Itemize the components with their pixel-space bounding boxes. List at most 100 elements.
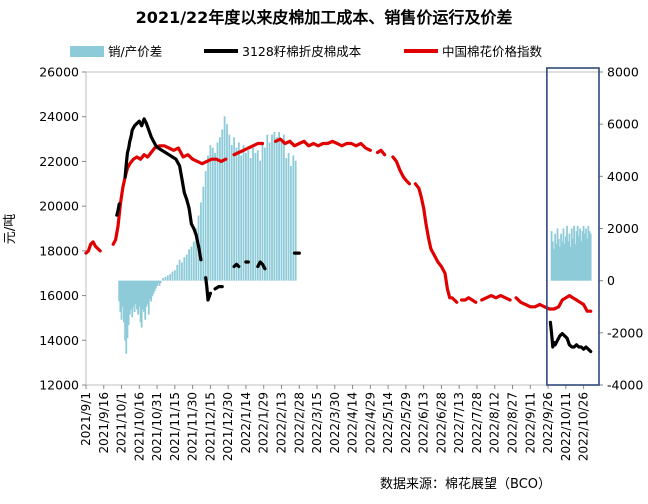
spread-bar xyxy=(216,142,219,281)
spread-bar xyxy=(202,186,205,281)
x-tick-label: 2022/3/30 xyxy=(328,392,342,454)
spread-bar xyxy=(228,134,231,281)
spread-bar xyxy=(183,257,186,281)
spread-bar xyxy=(134,280,137,305)
spread-bar xyxy=(263,147,266,281)
spread-bar xyxy=(589,233,592,281)
y-right-tick-label: -2000 xyxy=(607,325,643,340)
spread-bar xyxy=(562,228,565,281)
spread-bar xyxy=(567,241,570,281)
spread-bar xyxy=(278,131,281,281)
spread-bar xyxy=(192,241,195,281)
spread-bar xyxy=(574,244,577,281)
spread-bar xyxy=(128,280,131,315)
spread-bar xyxy=(259,160,262,281)
spread-bar xyxy=(119,280,122,312)
y-right-tick-label: 0 xyxy=(607,273,615,288)
spread-bar xyxy=(120,280,123,320)
spread-bar xyxy=(554,233,557,281)
cost-line-segment xyxy=(115,202,121,217)
spread-bar xyxy=(256,150,259,281)
legend-swatch-spread xyxy=(70,46,104,57)
x-tick-label: 2022/2/28 xyxy=(292,392,306,454)
spread-bar xyxy=(249,158,252,281)
spread-bar xyxy=(181,262,183,281)
x-tick-label: 2022/4/14 xyxy=(346,392,360,454)
spread-bar xyxy=(156,280,158,286)
spread-bar xyxy=(126,280,129,339)
x-tick-label: 2022/8/12 xyxy=(488,392,502,454)
spread-bar xyxy=(237,142,240,281)
spread-bar xyxy=(586,238,589,281)
spread-bar xyxy=(166,275,169,281)
index-line-segment xyxy=(391,155,411,186)
legend-label-spread: 销/产价差 xyxy=(108,44,162,59)
spread-bar xyxy=(235,147,238,281)
y-left-tick-label: 26000 xyxy=(39,65,79,80)
spread-bar xyxy=(176,265,179,281)
y-left-tick-label: 24000 xyxy=(39,109,79,124)
spread-bar xyxy=(551,241,554,281)
spread-bar xyxy=(150,280,153,302)
spread-bar xyxy=(155,280,157,289)
spread-bar xyxy=(557,238,560,281)
spread-bar xyxy=(138,280,141,307)
x-tick-label: 2022/2/13 xyxy=(274,392,288,454)
spread-bar xyxy=(118,280,121,302)
spread-bar xyxy=(125,280,128,354)
x-tick-label: 2022/5/14 xyxy=(381,392,395,454)
cost-line-segment xyxy=(123,117,203,262)
x-tick-label: 2022/9/26 xyxy=(541,392,555,454)
spread-bar xyxy=(207,155,209,281)
spread-bar xyxy=(137,280,140,315)
spread-bar xyxy=(275,137,278,281)
cost-line-segment xyxy=(204,276,212,302)
spread-bar xyxy=(211,147,214,281)
spread-bar xyxy=(576,225,579,281)
spread-bar xyxy=(568,233,571,281)
spread-bar xyxy=(153,280,156,292)
spread-bar xyxy=(268,142,271,281)
x-tick-label: 2022/4/29 xyxy=(363,392,377,454)
spread-bar xyxy=(553,249,555,281)
y-right-tick-label: 2000 xyxy=(607,221,639,236)
spread-bar xyxy=(233,137,235,281)
spread-bar xyxy=(294,160,297,281)
spread-bar xyxy=(280,139,283,281)
x-tick-label: 2022/9/11 xyxy=(523,392,537,454)
index-line-segment xyxy=(480,294,512,302)
x-tick-label: 2022/3/15 xyxy=(310,392,324,454)
x-tick-label: 2021/11/30 xyxy=(186,392,200,461)
spread-bar xyxy=(570,228,573,281)
spread-bar xyxy=(121,280,124,307)
spread-bar xyxy=(158,280,161,286)
x-tick-label: 2021/10/16 xyxy=(132,392,146,461)
x-tick-label: 2021/12/30 xyxy=(221,392,235,461)
spread-bar xyxy=(159,280,162,284)
x-tick-label: 2022/7/28 xyxy=(470,392,484,454)
spread-bar xyxy=(140,280,143,328)
spread-bar xyxy=(139,280,142,323)
spread-bar xyxy=(214,152,217,281)
spread-bar xyxy=(287,152,290,281)
spread-bar xyxy=(573,225,576,281)
spread-bar xyxy=(561,241,564,281)
spread-bar xyxy=(146,280,149,305)
plot-area xyxy=(85,71,600,386)
y-left-tick-label: 18000 xyxy=(39,243,79,258)
spread-bar xyxy=(149,280,151,299)
y-left-tick-label: 20000 xyxy=(39,199,79,214)
spread-bar xyxy=(581,231,584,281)
x-tick-label: 2022/1/29 xyxy=(257,392,271,454)
spread-bar xyxy=(550,231,553,281)
index-line-segment xyxy=(460,296,478,304)
spread-bar xyxy=(178,259,181,281)
y-left-tick-label: 12000 xyxy=(39,378,79,393)
spread-bar xyxy=(190,246,193,281)
y-left-tick-label: 22000 xyxy=(39,154,79,169)
spread-bar xyxy=(240,155,243,281)
x-tick-label: 2021/12/15 xyxy=(203,392,217,461)
spread-bar xyxy=(564,236,567,281)
